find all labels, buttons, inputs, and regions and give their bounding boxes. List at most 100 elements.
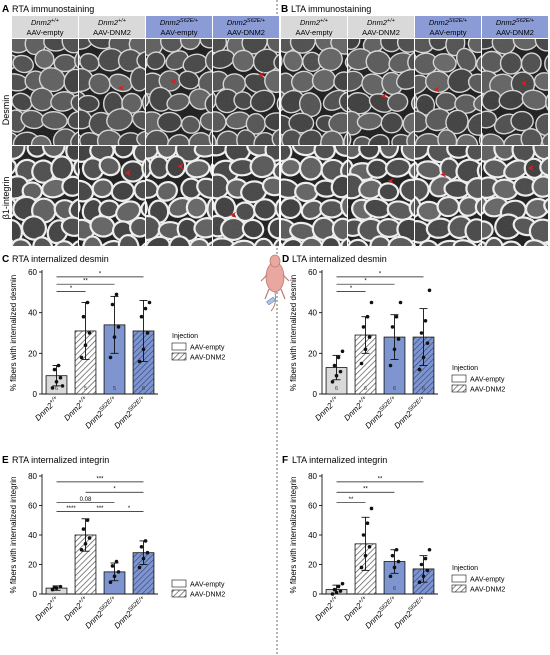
red-arrow-icon bbox=[258, 71, 265, 78]
data-point bbox=[361, 325, 366, 329]
legend-swatch bbox=[451, 374, 467, 383]
n-label: 5 bbox=[84, 386, 87, 392]
legend-label: AAV-DNM2 bbox=[470, 587, 505, 594]
legend: Injection AAV-empty AAV-DNM2 bbox=[451, 365, 505, 394]
data-point bbox=[332, 587, 337, 592]
data-point bbox=[334, 373, 339, 378]
significance-label: ** bbox=[363, 487, 368, 493]
data-point bbox=[359, 565, 364, 570]
data-point bbox=[392, 565, 397, 570]
data-point bbox=[369, 300, 374, 305]
row-label-desmin: Desmin bbox=[1, 95, 11, 126]
x-tick-label: Dnm2S62E/+ bbox=[112, 595, 148, 631]
n-label: 6 bbox=[393, 386, 396, 392]
data-point bbox=[340, 581, 345, 586]
data-point bbox=[141, 347, 146, 352]
legend-label: AAV-DNM2 bbox=[190, 355, 225, 362]
legend-title: Injection bbox=[452, 565, 478, 572]
data-point bbox=[390, 553, 395, 558]
x-tick-label: Dnm2+/+ bbox=[33, 595, 61, 623]
y-tick-label: 40 bbox=[28, 309, 37, 318]
y-tick-label: 60 bbox=[28, 502, 37, 511]
data-point bbox=[369, 506, 374, 511]
data-point bbox=[417, 367, 422, 372]
data-point bbox=[336, 355, 341, 360]
b-micrograph bbox=[482, 39, 548, 145]
legend-swatch bbox=[171, 342, 187, 351]
data-point bbox=[110, 564, 115, 568]
data-point bbox=[83, 343, 88, 348]
panel-b: B LTA immunostaining Dnm2+/+AAV-emptyDnm… bbox=[281, 4, 548, 246]
data-point bbox=[137, 359, 142, 364]
data-point bbox=[419, 562, 424, 567]
y-axis-label: % fibers with internalized desmin bbox=[289, 275, 298, 392]
data-point bbox=[147, 300, 152, 305]
data-point bbox=[388, 363, 393, 368]
data-point bbox=[363, 347, 368, 352]
legend-swatch bbox=[171, 352, 187, 361]
data-point bbox=[114, 559, 119, 564]
b-header-cell bbox=[482, 16, 548, 38]
red-arrow-icon bbox=[440, 171, 447, 178]
n-label: 6 bbox=[142, 386, 145, 392]
significance-label: 0.08 bbox=[80, 497, 92, 503]
legend-label: AAV-DNM2 bbox=[470, 387, 505, 394]
data-point bbox=[417, 580, 422, 584]
a-header-treatment: AAV-DNM2 bbox=[93, 28, 131, 37]
data-point bbox=[110, 302, 115, 307]
data-point bbox=[54, 380, 59, 384]
chart-e: E RTA internalized integrin % fibers with … bbox=[2, 455, 225, 631]
data-point bbox=[145, 550, 150, 555]
a-header-genotype: Dnm2+/+ bbox=[31, 18, 60, 27]
data-point bbox=[367, 545, 372, 549]
significance-label: **** bbox=[66, 506, 76, 512]
legend-label: AAV-empty bbox=[470, 377, 505, 384]
a-micrograph bbox=[79, 146, 145, 246]
data-point bbox=[114, 292, 119, 297]
data-point bbox=[388, 574, 393, 579]
y-tick-label: 60 bbox=[308, 502, 317, 511]
y-tick-label: 80 bbox=[28, 472, 37, 481]
significance-label: ** bbox=[349, 497, 354, 503]
data-point bbox=[58, 584, 63, 589]
significance-label: * bbox=[350, 286, 353, 292]
red-arrow-icon bbox=[387, 178, 394, 185]
data-point bbox=[108, 580, 113, 584]
data-point bbox=[108, 355, 113, 360]
n-label: 6 bbox=[422, 386, 425, 392]
legend-label: AAV-empty bbox=[470, 577, 505, 584]
legend-swatch bbox=[451, 584, 467, 593]
data-point bbox=[419, 331, 424, 335]
chart-title: RTA internalized desmin bbox=[12, 254, 109, 264]
b-header-treatment: AAV-empty bbox=[430, 28, 467, 37]
data-point bbox=[423, 556, 428, 561]
data-point bbox=[332, 363, 337, 368]
data-point bbox=[50, 386, 55, 390]
panel-a-title: RTA immunostaining bbox=[12, 4, 94, 14]
b-micrograph bbox=[415, 146, 481, 246]
data-point bbox=[334, 590, 339, 595]
legend-label: AAV-empty bbox=[190, 345, 225, 352]
data-point bbox=[398, 300, 403, 305]
x-tick-label: Dnm2S62E/+ bbox=[112, 395, 148, 431]
data-point bbox=[361, 533, 366, 537]
legend-swatch bbox=[451, 574, 467, 583]
data-point bbox=[145, 331, 150, 335]
x-tick-label: Dnm2S62E/+ bbox=[392, 595, 428, 631]
red-arrow-icon bbox=[380, 93, 387, 100]
a-micrograph bbox=[12, 39, 78, 145]
red-arrow-icon bbox=[170, 78, 177, 85]
data-point bbox=[421, 355, 426, 360]
chart-letter: C bbox=[2, 254, 9, 265]
data-point bbox=[330, 592, 335, 596]
y-tick-label: 60 bbox=[28, 268, 37, 277]
data-point bbox=[85, 300, 90, 305]
y-tick-label: 40 bbox=[28, 531, 37, 540]
data-point bbox=[427, 288, 432, 293]
chart-letter: D bbox=[282, 254, 289, 265]
data-point bbox=[365, 314, 370, 319]
panel-a: A RTA immunostaining Dnm2+/+AAV-emptyDnm… bbox=[1, 4, 279, 246]
significance-label: * bbox=[113, 487, 116, 493]
a-micrograph bbox=[146, 146, 212, 246]
